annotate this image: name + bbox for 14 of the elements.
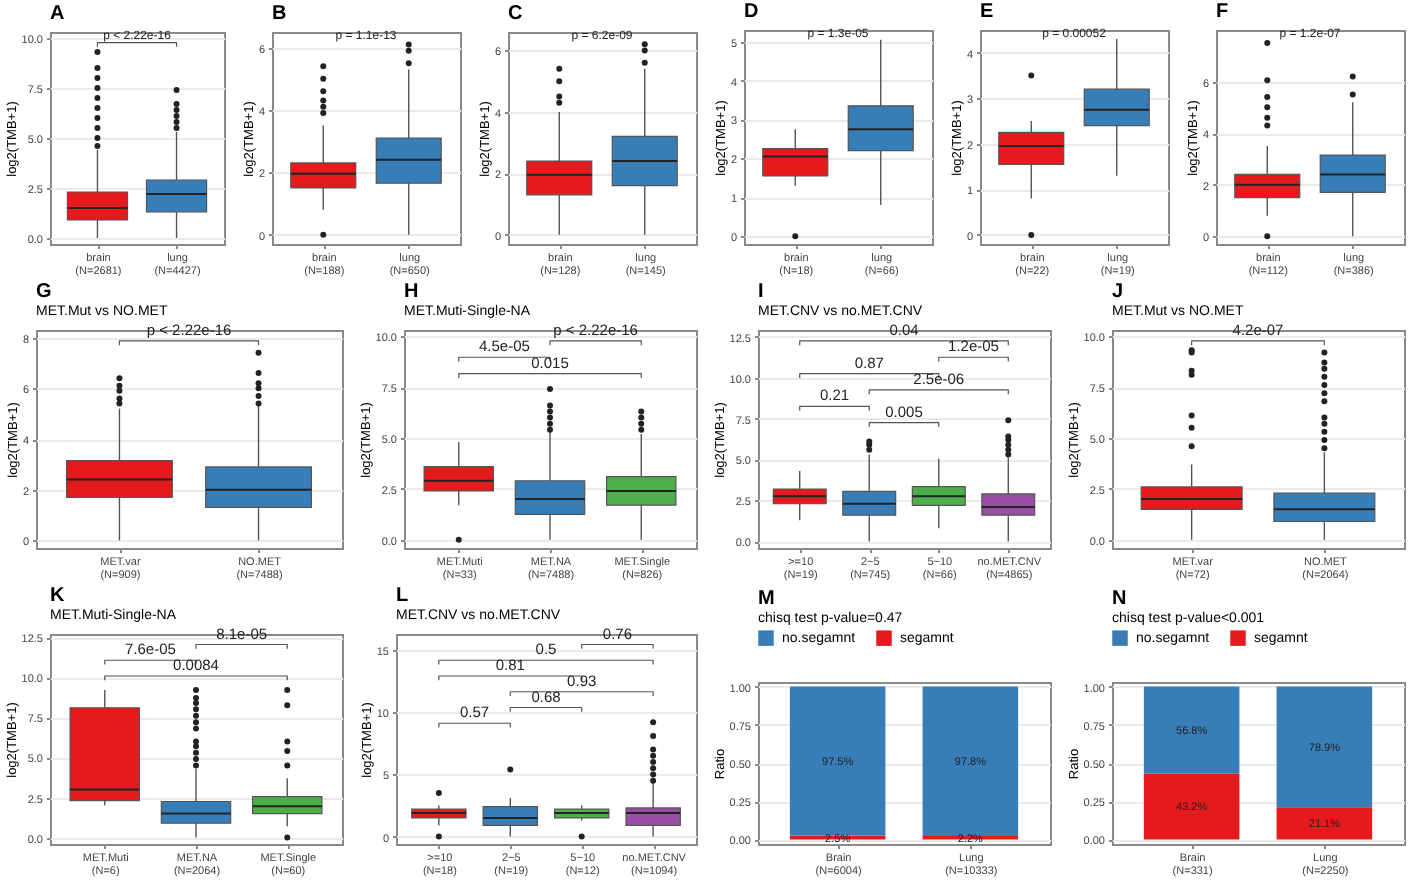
chart-title: A (50, 2, 65, 25)
chart-title: I (758, 280, 764, 303)
chart-title: F (1216, 0, 1229, 23)
chart-title: E (980, 0, 994, 23)
chart-title: B (272, 2, 287, 25)
chart-title: C (508, 2, 523, 25)
chart-title: N (1112, 588, 1127, 610)
chart-title: G (36, 280, 52, 303)
chart-title: J (1112, 280, 1124, 303)
chart-title: D (744, 0, 759, 23)
chart-title: K (50, 584, 66, 607)
chart-title: L (396, 584, 409, 607)
chart-title: M (758, 588, 775, 610)
chart-title: H (404, 280, 419, 303)
